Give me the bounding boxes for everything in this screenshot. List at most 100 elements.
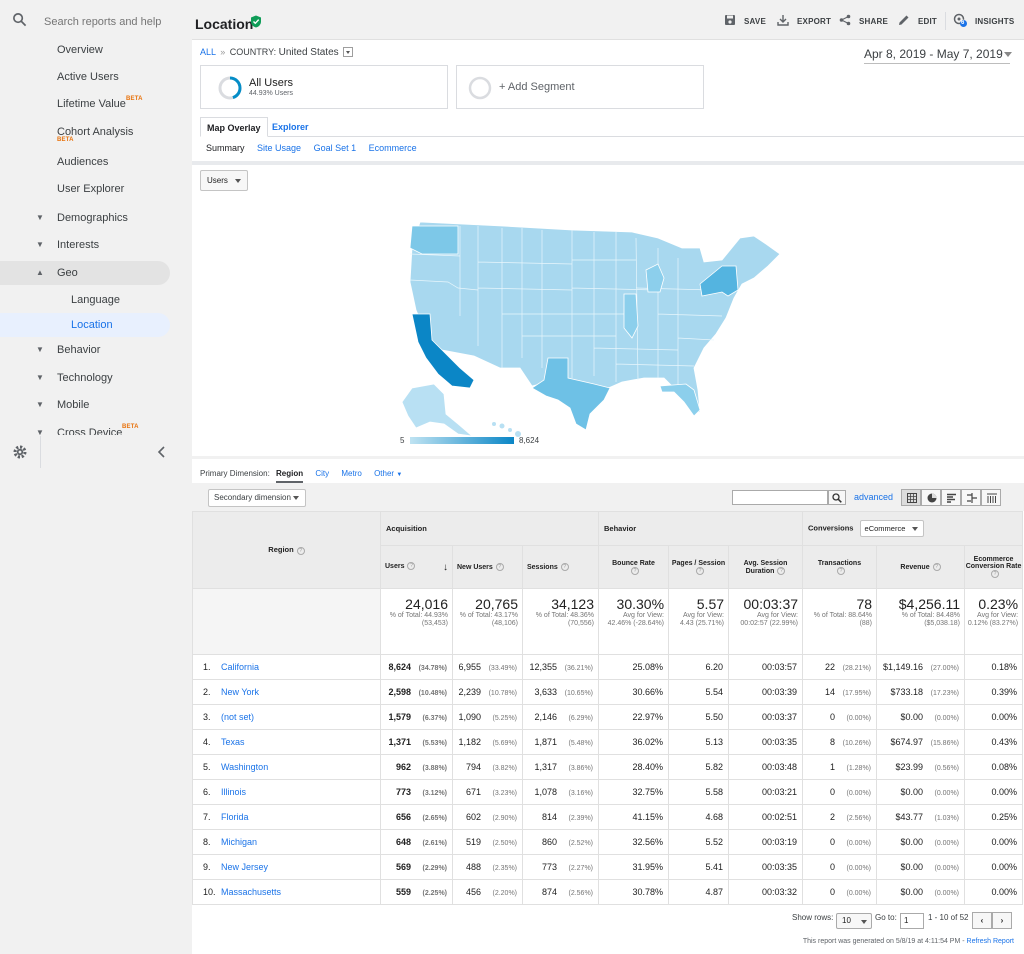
sidebar-item-active-users[interactable]: Active Users	[57, 71, 119, 83]
sidebar-item-lifetime-value[interactable]: Lifetime Value BETA	[0, 92, 170, 116]
refresh-report-link[interactable]: Refresh Report	[966, 938, 1014, 945]
goto-page-input[interactable]: 1	[900, 913, 924, 929]
sidebar-item-cohort-analysis[interactable]: Cohort Analysis BETA	[0, 120, 170, 144]
search-placeholder[interactable]: Search reports and help	[44, 16, 162, 28]
us-map[interactable]	[382, 218, 802, 438]
table-search-input[interactable]	[732, 490, 828, 505]
sidebar-item-geo[interactable]: ▲ Geo	[0, 261, 170, 285]
add-segment-button[interactable]: + Add Segment	[456, 65, 704, 109]
conversion-type-dropdown[interactable]: eCommerce	[859, 520, 924, 537]
gear-icon[interactable]	[12, 444, 28, 460]
dimension-region[interactable]: Region	[276, 469, 304, 483]
region-link[interactable]: Michigan	[221, 837, 258, 847]
subtab-goal-set-1[interactable]: Goal Set 1	[313, 143, 357, 153]
table-cell: 32.75%	[598, 779, 670, 805]
total-subtext: % of Total: 44.93% (53,453)	[389, 612, 448, 627]
state-california[interactable]	[411, 313, 475, 389]
sidebar-item-overview[interactable]: Overview	[57, 44, 103, 56]
dimension-city[interactable]: City	[315, 469, 330, 478]
export-button[interactable]: EXPORT	[777, 15, 831, 26]
region-link[interactable]: California	[221, 662, 260, 672]
state-alaska[interactable]	[401, 383, 474, 437]
subtab-summary[interactable]: Summary	[206, 143, 245, 153]
secondary-dimension-dropdown[interactable]: Secondary dimension	[208, 489, 306, 507]
region-link[interactable]: New York	[221, 687, 260, 697]
percent-of-total: (33.49%)	[488, 665, 517, 672]
column-header-conversion-rate[interactable]: Ecommerce Conversion Rate?	[964, 545, 1024, 589]
percent-of-total: (2.20%)	[492, 890, 517, 897]
state-hawaii[interactable]	[492, 422, 521, 437]
sidebar-item-demographics[interactable]: ▼ Demographics	[0, 206, 170, 230]
region-link[interactable]: New Jersey	[221, 862, 269, 872]
help-icon[interactable]: ?	[560, 563, 569, 571]
sidebar-item-language[interactable]: Language	[71, 294, 120, 306]
state-michigan[interactable]	[645, 263, 665, 293]
sidebar-item-cross-device[interactable]: ▼ Cross Device BETA	[0, 421, 170, 435]
region-link[interactable]: Illinois	[221, 787, 247, 797]
table-view-button[interactable]	[901, 489, 921, 506]
subtab-site-usage[interactable]: Site Usage	[257, 143, 302, 153]
insights-button[interactable]: 6 INSIGHTS	[953, 13, 1014, 27]
region-link[interactable]: Texas	[221, 737, 245, 747]
subtab-ecommerce[interactable]: Ecommerce	[368, 143, 417, 153]
sidebar-item-technology[interactable]: ▼ Technology	[0, 366, 170, 390]
save-button[interactable]: SAVE	[725, 15, 766, 26]
column-header-bounce-rate[interactable]: Bounce Rate?	[598, 545, 670, 589]
next-page-button[interactable]: ›	[992, 912, 1012, 929]
column-header-revenue[interactable]: Revenue?	[876, 545, 966, 589]
help-icon[interactable]: ?	[407, 561, 416, 570]
dimension-metro[interactable]: Metro	[341, 469, 362, 478]
rows-per-page-select[interactable]: 10	[836, 913, 872, 929]
state-washington[interactable]	[409, 225, 459, 255]
sidebar-search[interactable]: Search reports and help	[0, 0, 192, 44]
table-search-button[interactable]	[828, 490, 846, 505]
column-header-sessions[interactable]: Sessions?	[521, 545, 600, 589]
tab-explorer[interactable]: Explorer	[272, 122, 309, 132]
region-link[interactable]: Washington	[221, 762, 269, 772]
sidebar-item-user-explorer[interactable]: User Explorer	[57, 183, 125, 195]
sidebar-item-interests[interactable]: ▼ Interests	[0, 233, 170, 257]
column-header-avg-session-duration[interactable]: Avg. Session Duration?	[728, 545, 804, 589]
dimension-other[interactable]: Other ▼	[374, 469, 402, 478]
column-header-new-users[interactable]: New Users?	[452, 545, 523, 589]
help-icon[interactable]: ?	[932, 563, 941, 571]
sidebar-item-location[interactable]: Location	[0, 313, 170, 337]
advanced-filter-link[interactable]: advanced	[854, 492, 894, 502]
region-link[interactable]: Florida	[221, 812, 249, 822]
help-icon[interactable]: ?	[696, 566, 705, 575]
date-range-picker[interactable]: Apr 8, 2019 - May 7, 2019	[864, 47, 1012, 64]
help-icon[interactable]: ?	[631, 566, 640, 575]
sidebar-item-behavior[interactable]: ▼ Behavior	[0, 338, 170, 362]
help-icon[interactable]: ?	[837, 566, 846, 575]
sidebar-item-mobile[interactable]: ▼ Mobile	[0, 393, 170, 417]
help-icon[interactable]: ?	[777, 566, 786, 575]
region-link[interactable]: Massachusetts	[221, 887, 282, 897]
tab-map-overlay[interactable]: Map Overlay	[200, 117, 268, 137]
prev-page-button[interactable]: ‹	[972, 912, 992, 929]
performance-view-button[interactable]	[941, 489, 961, 506]
state-florida[interactable]	[659, 383, 701, 417]
help-icon[interactable]: ?	[495, 563, 504, 571]
column-header-users[interactable]: Users? ↓	[380, 545, 453, 589]
column-header-transactions[interactable]: Transactions?	[802, 545, 878, 589]
collapse-sidebar-icon[interactable]	[157, 446, 167, 458]
state-texas[interactable]	[531, 357, 611, 431]
sidebar-item-audiences[interactable]: Audiences	[57, 156, 109, 168]
help-icon[interactable]: ?	[991, 570, 1000, 578]
breadcrumb-dropdown[interactable]	[343, 46, 354, 57]
sidebar: Search reports and help Overview Active …	[0, 0, 192, 954]
help-icon[interactable]: ?	[296, 546, 305, 555]
edit-button[interactable]: EDIT	[899, 15, 937, 26]
segment-all-users[interactable]: All Users 44.93% Users	[200, 65, 448, 109]
share-button[interactable]: SHARE	[839, 14, 888, 26]
column-header-region[interactable]: Region?	[192, 511, 381, 589]
pie-view-button[interactable]	[921, 489, 941, 506]
region-link[interactable]: (not set)	[221, 712, 255, 722]
map-metric-dropdown[interactable]: Users	[200, 170, 248, 191]
pivot-view-button[interactable]	[981, 489, 1001, 506]
state-illinois[interactable]	[623, 293, 639, 339]
breadcrumb-all-link[interactable]: ALL	[200, 47, 216, 57]
state-new-york[interactable]	[699, 265, 739, 297]
column-header-pages-session[interactable]: Pages / Session?	[668, 545, 730, 589]
comparison-view-button[interactable]	[961, 489, 981, 506]
